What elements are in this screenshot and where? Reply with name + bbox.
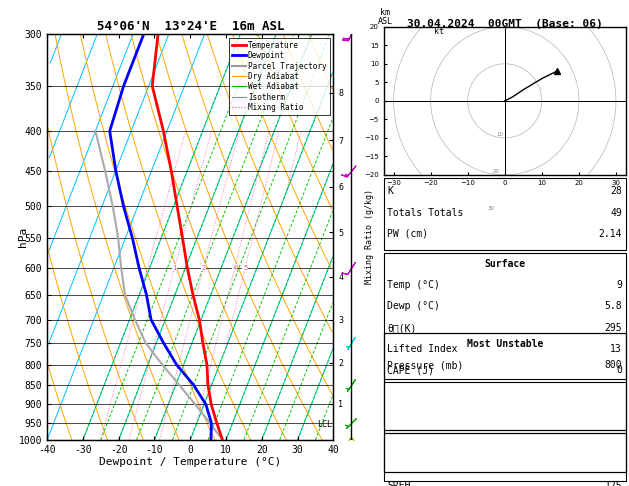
Text: Lifted Index: Lifted Index xyxy=(387,344,458,354)
Text: EH: EH xyxy=(387,460,399,470)
Text: 9: 9 xyxy=(616,280,622,290)
Text: 28: 28 xyxy=(610,186,622,196)
Text: 8: 8 xyxy=(616,424,622,434)
Text: Pressure (mb): Pressure (mb) xyxy=(387,360,464,370)
Text: 2: 2 xyxy=(201,265,206,271)
Text: θᴇ (K): θᴇ (K) xyxy=(387,382,423,392)
Text: km
ASL: km ASL xyxy=(377,8,392,26)
Text: CAPE (J): CAPE (J) xyxy=(387,365,435,376)
Text: 77: 77 xyxy=(610,460,622,470)
Text: 2.14: 2.14 xyxy=(599,229,622,239)
Text: hPa: hPa xyxy=(18,227,28,247)
Text: 5: 5 xyxy=(243,265,247,271)
X-axis label: Dewpoint / Temperature (°C): Dewpoint / Temperature (°C) xyxy=(99,457,281,468)
Text: 49: 49 xyxy=(610,208,622,218)
Text: CIN (J): CIN (J) xyxy=(387,387,428,397)
Text: Most Unstable: Most Unstable xyxy=(467,339,543,349)
Text: 13: 13 xyxy=(610,344,622,354)
Text: 312: 312 xyxy=(604,382,622,392)
Text: 125: 125 xyxy=(604,481,622,486)
Text: 10: 10 xyxy=(497,132,504,137)
Text: 295: 295 xyxy=(604,323,622,333)
Text: SREH: SREH xyxy=(387,481,411,486)
Text: 4: 4 xyxy=(233,265,237,271)
Text: 1: 1 xyxy=(172,265,177,271)
Text: 2: 2 xyxy=(616,403,622,413)
Text: Temp (°C): Temp (°C) xyxy=(387,280,440,290)
Text: CAPE (J): CAPE (J) xyxy=(387,424,435,434)
Text: Totals Totals: Totals Totals xyxy=(387,208,464,218)
Text: kt: kt xyxy=(435,27,444,36)
Text: K: K xyxy=(387,186,393,196)
Text: Lifted Index: Lifted Index xyxy=(387,403,458,413)
Text: 30: 30 xyxy=(488,206,495,211)
Text: Mixing Ratio (g/kg): Mixing Ratio (g/kg) xyxy=(365,190,374,284)
Text: 30.04.2024  00GMT  (Base: 06): 30.04.2024 00GMT (Base: 06) xyxy=(407,19,603,30)
Text: LCL: LCL xyxy=(317,420,332,429)
Text: Hodograph: Hodograph xyxy=(478,438,532,449)
Title: 54°06'N  13°24'E  16m ASL: 54°06'N 13°24'E 16m ASL xyxy=(96,20,284,33)
Text: PW (cm): PW (cm) xyxy=(387,229,428,239)
Text: Dewp (°C): Dewp (°C) xyxy=(387,301,440,312)
Text: © weatheronline.co.uk: © weatheronline.co.uk xyxy=(452,474,557,484)
Text: 20: 20 xyxy=(493,169,499,174)
Text: θᴇ(K): θᴇ(K) xyxy=(387,323,417,333)
Text: Surface: Surface xyxy=(484,259,525,269)
Text: 800: 800 xyxy=(604,360,622,370)
Text: CIN (J): CIN (J) xyxy=(387,446,428,456)
Text: 5.8: 5.8 xyxy=(604,301,622,312)
Text: 0: 0 xyxy=(616,365,622,376)
Legend: Temperature, Dewpoint, Parcel Trajectory, Dry Adiabat, Wet Adiabat, Isotherm, Mi: Temperature, Dewpoint, Parcel Trajectory… xyxy=(229,38,330,115)
Text: 0: 0 xyxy=(616,387,622,397)
Text: 4: 4 xyxy=(616,446,622,456)
